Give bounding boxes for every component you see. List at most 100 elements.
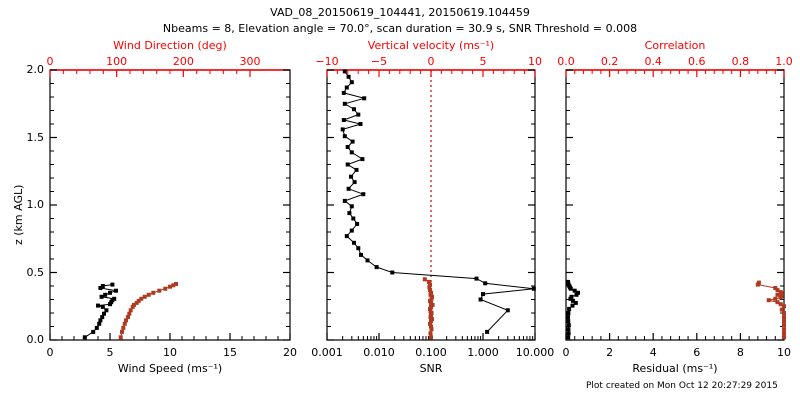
data-point bbox=[358, 122, 363, 126]
figure-subtitle: Nbeams = 8, Elevation angle = 70.0°, sca… bbox=[162, 22, 638, 35]
data-point bbox=[573, 300, 578, 305]
data-point bbox=[97, 321, 102, 326]
xaxis-title-panel-snr: SNR bbox=[419, 362, 443, 375]
data-point bbox=[351, 216, 356, 221]
data-point bbox=[572, 288, 577, 293]
figure-footer-timestamp: Plot created on Mon Oct 12 20:27:29 2015 bbox=[586, 381, 778, 391]
data-point bbox=[345, 145, 350, 149]
data-point bbox=[782, 331, 786, 336]
data-point bbox=[342, 134, 347, 139]
data-point bbox=[349, 174, 353, 179]
data-point bbox=[132, 302, 136, 307]
xticklabel-bottom-panel-residual-1: 2 bbox=[606, 346, 614, 359]
data-point bbox=[341, 118, 346, 122]
data-point bbox=[483, 281, 488, 286]
data-point bbox=[354, 167, 359, 172]
data-point bbox=[566, 319, 571, 324]
data-point bbox=[174, 282, 178, 286]
data-point bbox=[426, 279, 431, 284]
xticklabel-top-panel-residual-3: 0.6 bbox=[688, 55, 706, 68]
data-point bbox=[429, 335, 433, 340]
data-point bbox=[349, 80, 354, 85]
xaxis-title-top-panel-residual: Correlation bbox=[644, 39, 706, 52]
data-point bbox=[104, 308, 109, 313]
data-point bbox=[782, 311, 786, 315]
series-panel-residual-0 bbox=[566, 279, 580, 340]
data-point bbox=[390, 270, 395, 275]
data-point bbox=[571, 298, 575, 303]
xticklabel-top-panel-residual-2: 0.4 bbox=[644, 55, 662, 68]
xaxis-title-top-panel-wind: Wind Direction (deg) bbox=[113, 39, 227, 52]
data-point bbox=[567, 306, 572, 311]
data-point bbox=[505, 308, 510, 313]
data-point bbox=[782, 304, 786, 309]
data-point bbox=[96, 303, 100, 308]
data-point bbox=[779, 294, 784, 299]
data-point bbox=[566, 327, 571, 332]
data-point bbox=[82, 335, 87, 340]
data-point bbox=[163, 286, 168, 291]
xticklabel-bottom-panel-snr-2: 0.100 bbox=[415, 346, 447, 359]
data-point bbox=[428, 282, 432, 287]
data-point bbox=[118, 335, 123, 340]
data-point bbox=[128, 308, 133, 313]
yticklabel-2: 1.0 bbox=[26, 198, 45, 211]
data-point bbox=[566, 335, 571, 340]
series-panel-snr-1 bbox=[422, 277, 435, 340]
xticklabel-top-panel-wind-3: 300 bbox=[239, 55, 261, 68]
data-point bbox=[429, 324, 433, 329]
data-point bbox=[773, 296, 778, 301]
xticklabel-bottom-panel-wind-3: 15 bbox=[223, 346, 237, 359]
data-point bbox=[481, 292, 485, 297]
yticklabel-1: 0.5 bbox=[26, 265, 45, 279]
data-point bbox=[349, 204, 354, 209]
xticklabel-top-panel-residual-4: 0.8 bbox=[731, 55, 750, 68]
data-point bbox=[356, 246, 361, 251]
data-point bbox=[168, 284, 172, 289]
data-point bbox=[124, 318, 128, 323]
xticklabel-bottom-panel-snr-1: 0.010 bbox=[363, 346, 395, 359]
data-point bbox=[566, 315, 570, 320]
data-point bbox=[121, 325, 126, 330]
data-point bbox=[428, 331, 433, 336]
data-point bbox=[566, 311, 571, 315]
xticklabel-bottom-panel-residual-2: 4 bbox=[649, 346, 657, 359]
data-point bbox=[474, 276, 479, 281]
yticklabel-0: 0.0 bbox=[26, 333, 45, 346]
data-point bbox=[98, 286, 103, 290]
series-panel-wind-0 bbox=[82, 282, 118, 340]
data-point bbox=[427, 285, 432, 290]
panel-frame-panel-wind bbox=[49, 69, 291, 341]
series-panel-snr-0 bbox=[340, 69, 536, 334]
data-point bbox=[485, 329, 490, 334]
data-point bbox=[99, 294, 104, 299]
xticklabel-bottom-panel-snr-4: 10.000 bbox=[515, 346, 555, 359]
data-point bbox=[566, 323, 571, 328]
data-point bbox=[365, 258, 370, 263]
data-point bbox=[361, 192, 366, 197]
data-point bbox=[341, 90, 346, 95]
xticklabel-bottom-panel-residual-4: 8 bbox=[736, 346, 744, 359]
data-point bbox=[342, 101, 347, 106]
data-point bbox=[346, 74, 351, 79]
yticklabel-4: 2.0 bbox=[26, 63, 45, 76]
data-point bbox=[478, 297, 483, 302]
data-point bbox=[429, 296, 434, 301]
series-line bbox=[342, 71, 534, 333]
xticklabel-top-panel-snr-1: −5 bbox=[370, 55, 388, 68]
data-point bbox=[151, 290, 156, 295]
data-point bbox=[344, 234, 349, 239]
data-point bbox=[127, 311, 132, 316]
xticklabel-top-panel-wind-0: 0 bbox=[46, 55, 54, 68]
data-point bbox=[362, 96, 367, 101]
data-point bbox=[782, 319, 786, 324]
data-point bbox=[342, 198, 347, 203]
xticklabel-bottom-panel-snr-3: 1.000 bbox=[467, 346, 499, 359]
data-point bbox=[779, 307, 784, 312]
data-point bbox=[576, 290, 580, 295]
xticklabel-top-panel-snr-3: 5 bbox=[479, 55, 487, 68]
data-point bbox=[112, 296, 117, 301]
data-point bbox=[102, 311, 106, 316]
data-point bbox=[359, 252, 363, 257]
